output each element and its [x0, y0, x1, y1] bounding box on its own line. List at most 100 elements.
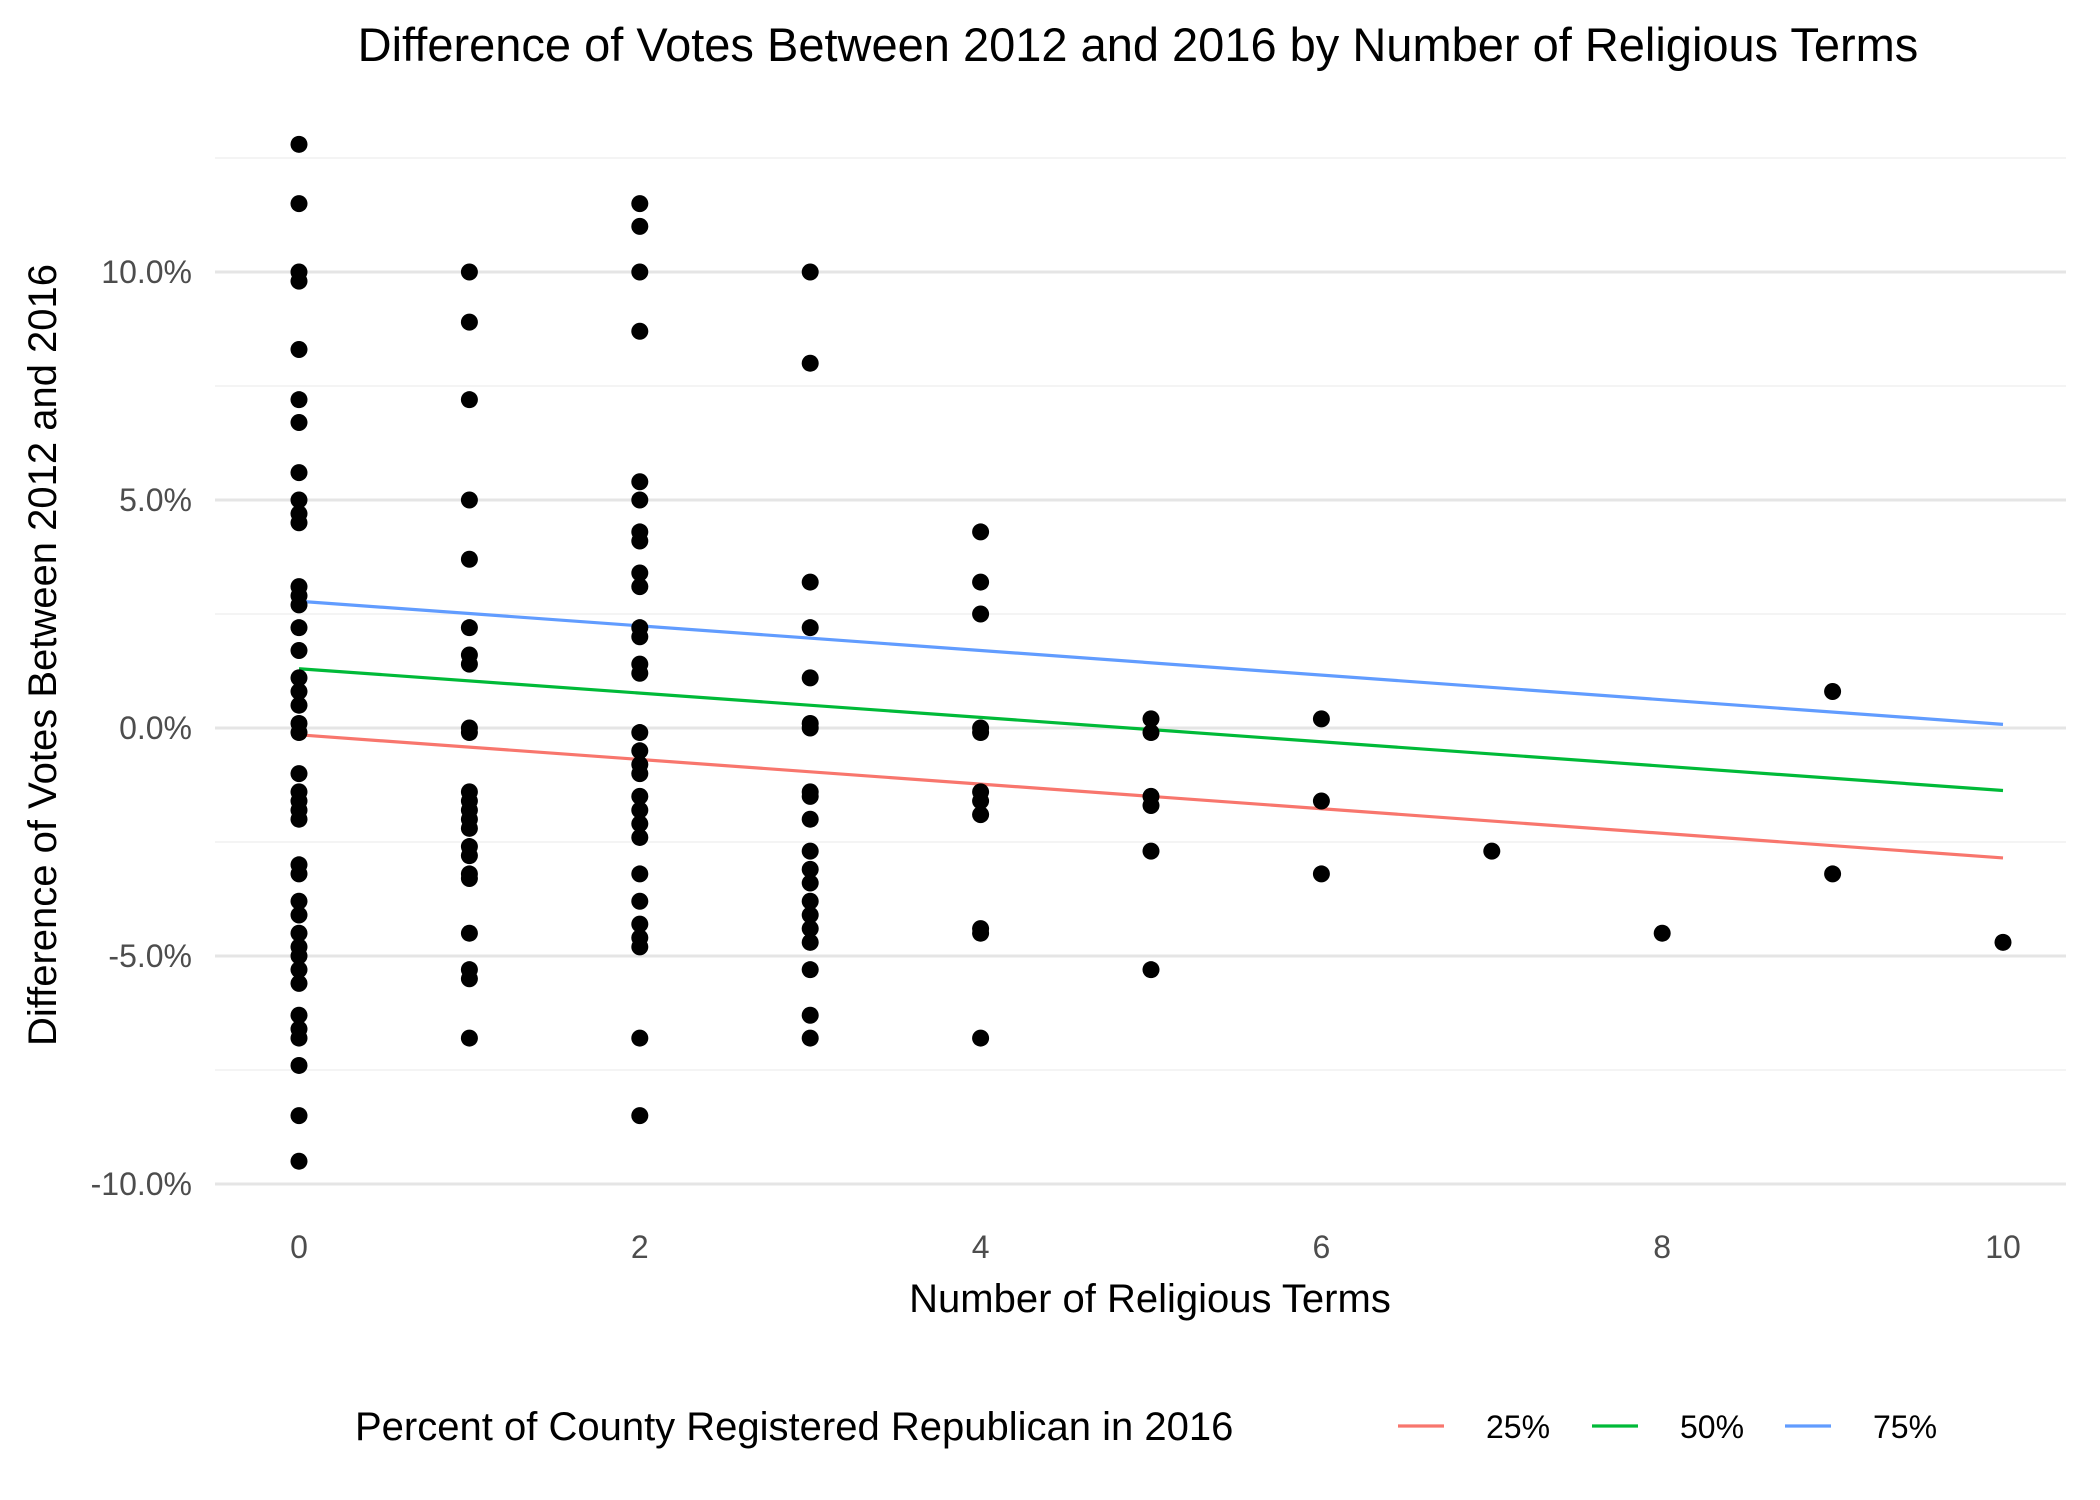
data-point: [631, 532, 649, 550]
data-point: [801, 906, 819, 924]
legend-item: 50%: [1592, 1409, 1744, 1445]
data-point: [631, 217, 649, 235]
regression-line-75pct: [298, 599, 2004, 726]
data-point: [460, 1029, 478, 1047]
legend-label: 50%: [1680, 1409, 1744, 1445]
data-point: [801, 874, 819, 892]
data-point: [460, 724, 478, 742]
data-point: [801, 787, 819, 805]
data-point: [290, 1006, 308, 1024]
legend-item: 75%: [1785, 1409, 1937, 1445]
data-point: [631, 263, 649, 281]
y-tick-label: 10.0%: [101, 254, 192, 290]
data-point: [631, 564, 649, 582]
x-axis-title: Number of Religious Terms: [909, 1277, 1391, 1321]
data-point: [631, 865, 649, 883]
x-tick-label: 4: [972, 1229, 990, 1265]
data-point: [801, 961, 819, 979]
data-point: [1142, 724, 1160, 742]
data-point: [1142, 961, 1160, 979]
x-tick-label: 0: [290, 1229, 308, 1265]
data-point: [290, 892, 308, 910]
data-point: [1142, 710, 1160, 728]
data-point: [290, 195, 308, 213]
data-point: [460, 550, 478, 568]
data-point: [631, 801, 649, 819]
legend-title: Percent of County Registered Republican …: [355, 1405, 1233, 1449]
data-point: [631, 322, 649, 340]
data-point: [801, 892, 819, 910]
data-point: [972, 523, 990, 541]
data-point: [290, 619, 308, 637]
legend-item: 25%: [1398, 1409, 1550, 1445]
data-point: [631, 724, 649, 742]
data-point: [631, 628, 649, 646]
data-point: [460, 491, 478, 509]
data-point: [290, 272, 308, 290]
data-point: [801, 1029, 819, 1047]
y-tick-label: -10.0%: [91, 1166, 192, 1202]
data-point: [631, 892, 649, 910]
data-point: [460, 869, 478, 887]
data-point: [972, 792, 990, 810]
data-point: [460, 847, 478, 865]
data-point: [801, 669, 819, 687]
data-point: [1312, 710, 1330, 728]
data-point: [631, 1029, 649, 1047]
y-axis-title: Difference of Votes Between 2012 and 201…: [21, 264, 65, 1046]
data-point: [972, 1029, 990, 1047]
y-tick-label: 0.0%: [119, 710, 192, 746]
data-point: [801, 933, 819, 951]
data-point: [801, 842, 819, 860]
data-point: [290, 961, 308, 979]
data-point: [801, 1006, 819, 1024]
data-point: [290, 596, 308, 614]
data-point: [290, 974, 308, 992]
data-point: [290, 810, 308, 828]
data-point: [460, 313, 478, 331]
data-point: [631, 578, 649, 596]
data-point: [631, 473, 649, 491]
data-point: [290, 669, 308, 687]
data-point: [290, 765, 308, 783]
data-point: [460, 263, 478, 281]
data-point: [290, 1152, 308, 1170]
data-point: [972, 724, 990, 742]
data-point: [801, 573, 819, 591]
data-point: [290, 641, 308, 659]
data-point: [631, 828, 649, 846]
data-point: [290, 906, 308, 924]
y-axis-ticks: -10.0% -5.0% 0.0% 5.0% 10.0%: [91, 254, 192, 1202]
data-point: [290, 464, 308, 482]
data-point: [801, 263, 819, 281]
data-point: [290, 1029, 308, 1047]
legend: Percent of County Registered Republican …: [355, 1405, 1937, 1449]
data-point: [460, 655, 478, 673]
data-point: [290, 924, 308, 942]
data-point: [631, 765, 649, 783]
x-tick-label: 2: [631, 1229, 649, 1265]
data-point: [1483, 842, 1501, 860]
data-point: [631, 195, 649, 213]
data-point: [1994, 933, 2012, 951]
data-point: [290, 724, 308, 742]
data-point: [290, 947, 308, 965]
data-point: [460, 924, 478, 942]
data-point: [801, 810, 819, 828]
data-point: [972, 924, 990, 942]
data-point: [460, 819, 478, 837]
data-point: [290, 865, 308, 883]
data-point: [631, 1107, 649, 1125]
y-tick-label: 5.0%: [119, 482, 192, 518]
data-point: [801, 860, 819, 878]
data-point: [1142, 797, 1160, 815]
data-point: [631, 491, 649, 509]
data-point: [631, 938, 649, 956]
x-tick-label: 6: [1313, 1229, 1331, 1265]
chart-title: Difference of Votes Between 2012 and 201…: [358, 18, 1919, 71]
data-point: [631, 787, 649, 805]
data-point: [290, 413, 308, 431]
data-point: [290, 1107, 308, 1125]
data-point: [1824, 865, 1842, 883]
